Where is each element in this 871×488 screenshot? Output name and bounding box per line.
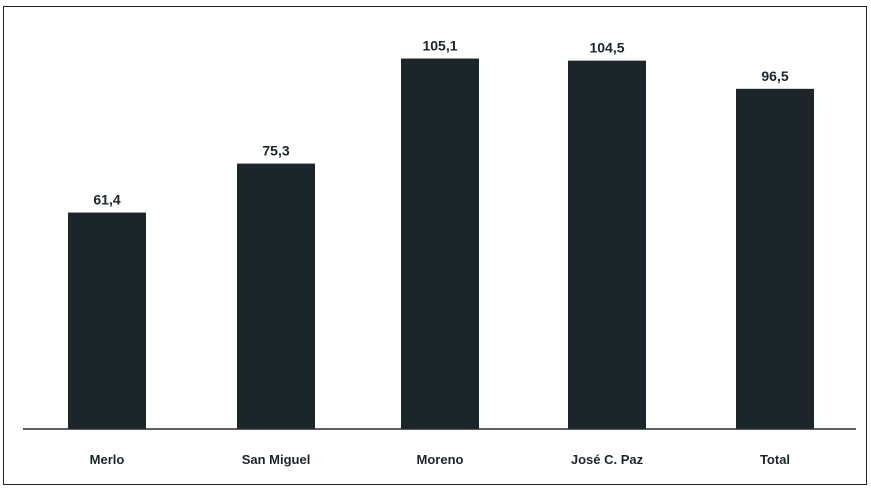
category-label: Total <box>760 452 790 467</box>
bars-group <box>68 58 814 430</box>
bar <box>237 163 315 429</box>
category-labels-group: Merlo San Miguel Moreno José C. Paz Total <box>90 452 790 467</box>
data-label: 75,3 <box>262 143 289 159</box>
data-label: 105,1 <box>422 38 457 54</box>
data-label: 61,4 <box>93 192 120 208</box>
value-labels-group: 61,4 75,3 105,1 104,5 96,5 <box>93 38 788 208</box>
data-label: 96,5 <box>761 68 788 84</box>
category-label: Moreno <box>417 452 464 467</box>
bar <box>68 212 146 429</box>
category-label: San Miguel <box>242 452 311 467</box>
bar <box>568 60 646 429</box>
category-label: José C. Paz <box>571 452 644 467</box>
bar <box>401 58 479 430</box>
category-label: Merlo <box>90 452 125 467</box>
data-label: 104,5 <box>589 40 624 56</box>
bar <box>736 88 814 430</box>
